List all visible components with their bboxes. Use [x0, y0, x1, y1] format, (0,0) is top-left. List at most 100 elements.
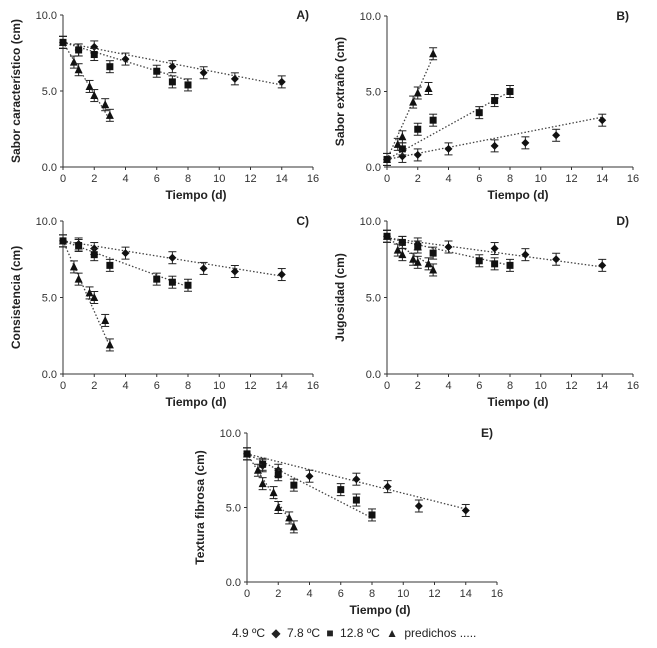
- x-tick-label: 14: [276, 380, 288, 392]
- triangle-point: [413, 257, 422, 266]
- fit-line: [246, 453, 295, 528]
- x-tick-label: 8: [507, 380, 513, 392]
- x-tick-label: 16: [307, 380, 319, 392]
- diamond-point: [521, 250, 530, 259]
- x-tick-label: 6: [154, 173, 160, 185]
- diamond-point: [305, 472, 314, 481]
- x-tick-label: 0: [60, 173, 66, 185]
- y-tick-label: 5.0: [366, 87, 381, 99]
- x-tick-label: 12: [428, 588, 440, 600]
- triangle-point: [409, 97, 418, 106]
- x-tick-label: 16: [307, 173, 319, 185]
- legend-label-12-8: 12.8 ºC: [340, 626, 380, 640]
- fit-line: [62, 41, 189, 81]
- diamond-point: [383, 482, 392, 491]
- x-tick-label: 2: [91, 173, 97, 185]
- diamond-point: [444, 243, 453, 252]
- triangle-point: [69, 57, 78, 66]
- x-tick-label: 10: [213, 380, 225, 392]
- x-tick-label: 6: [338, 588, 344, 600]
- panel-d: 0 2 4 6 8 10 12 14 16 0.0 5.0 10.0 Tiempo (d) Jugosid…: [333, 214, 639, 409]
- square-point: [398, 145, 406, 153]
- y-tick-label: 5.0: [42, 293, 57, 305]
- diamond-point: [199, 68, 208, 77]
- x-tick-label: 4: [445, 380, 451, 392]
- x-tick-label: 4: [306, 588, 312, 600]
- triangle-point: [59, 37, 67, 46]
- square-point: [491, 97, 499, 105]
- triangle-point: [383, 231, 391, 240]
- square-point: [398, 238, 406, 246]
- x-tick-label: 0: [244, 588, 250, 600]
- legend-triangle-icon: ▲: [386, 626, 398, 640]
- triangle-point: [429, 49, 438, 58]
- x-axis-label: Tiempo (d): [165, 395, 226, 409]
- x-tick-label: 16: [491, 588, 503, 600]
- x-tick-label: 4: [122, 380, 128, 392]
- legend-label-7-8: 7.8 ºC: [287, 626, 321, 640]
- square-point: [90, 251, 98, 259]
- x-tick-label: 0: [60, 380, 66, 392]
- x-tick-label: 2: [415, 173, 421, 185]
- y-tick-label: 0.0: [366, 369, 381, 381]
- fit-line: [62, 42, 111, 121]
- fit-line: [62, 240, 189, 288]
- diamond-point: [461, 506, 470, 515]
- y-tick-label: 5.0: [366, 293, 381, 305]
- x-tick-label: 2: [275, 588, 281, 600]
- triangle-point: [413, 88, 422, 97]
- square-point: [475, 257, 483, 265]
- legend: 4.9 ºC ◆ 7.8 ºC ■ 12.8 ºC ▲ predichos ..…: [232, 626, 479, 640]
- x-tick-label: 12: [244, 173, 256, 185]
- square-point: [429, 116, 437, 124]
- panel-label: D): [616, 214, 629, 228]
- x-axis-label: Tiempo (d): [349, 603, 410, 617]
- triangle-point: [85, 81, 94, 90]
- x-tick-label: 10: [213, 173, 225, 185]
- panel-e: 0 2 4 6 8 10 12 14 16 0.0 5.0 10.0 Tiempo (d) Textura…: [193, 426, 503, 617]
- y-tick-label: 5.0: [42, 86, 57, 98]
- triangle-point: [59, 236, 67, 245]
- triangle-point: [398, 250, 407, 259]
- diamond-point: [521, 138, 530, 147]
- triangle-point: [398, 132, 407, 141]
- x-tick-label: 6: [154, 380, 160, 392]
- square-point: [168, 278, 176, 286]
- y-tick-label: 0.0: [42, 369, 57, 381]
- triangle-point: [289, 522, 298, 531]
- triangle-point: [105, 110, 114, 119]
- square-point: [184, 281, 192, 289]
- x-tick-label: 10: [535, 173, 547, 185]
- x-tick-label: 2: [91, 380, 97, 392]
- x-tick-label: 10: [535, 380, 547, 392]
- diamond-point: [199, 264, 208, 273]
- diamond-point: [168, 253, 177, 262]
- diamond-point: [230, 74, 239, 83]
- y-axis-label: Jugosidad (cm): [333, 253, 347, 342]
- triangle-point: [253, 465, 262, 474]
- diamond-point: [121, 249, 130, 258]
- x-tick-label: 16: [627, 173, 639, 185]
- y-tick-label: 5.0: [226, 503, 241, 515]
- x-axis-label: Tiempo (d): [487, 395, 548, 409]
- fit-line: [246, 453, 373, 519]
- x-tick-label: 0: [384, 380, 390, 392]
- x-tick-label: 14: [276, 173, 288, 185]
- diamond-point: [352, 475, 361, 484]
- x-tick-label: 4: [122, 173, 128, 185]
- diamond-point: [414, 502, 423, 511]
- triangle-point: [258, 479, 267, 488]
- square-point: [506, 261, 514, 269]
- y-axis-label: Sabor característico (cm): [9, 19, 23, 163]
- x-tick-label: 12: [565, 380, 577, 392]
- diamond-point: [444, 144, 453, 153]
- triangle-point: [74, 274, 83, 283]
- legend-diamond-icon: ◆: [271, 626, 281, 640]
- square-point: [506, 88, 514, 95]
- y-tick-label: 10.0: [220, 428, 241, 440]
- fit-line: [62, 41, 282, 86]
- y-axis-label: Consistencia (cm): [9, 246, 23, 349]
- square-point: [475, 109, 483, 117]
- square-point: [106, 261, 114, 269]
